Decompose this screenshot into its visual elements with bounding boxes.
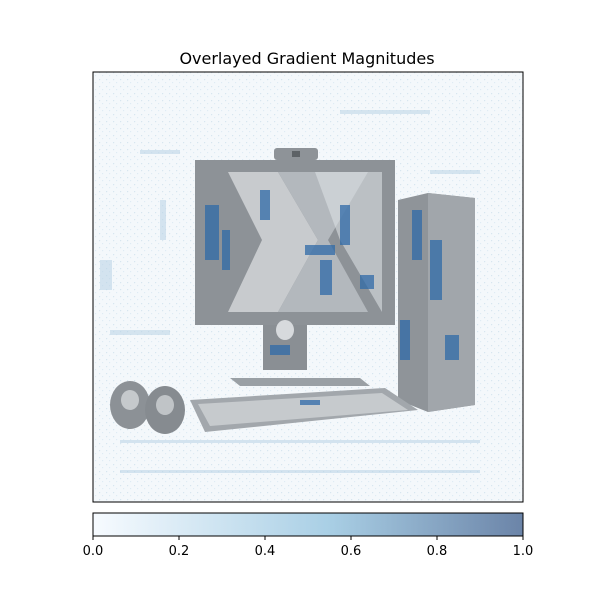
colorbar-tick-label: 0.0: [83, 544, 104, 559]
tower-shape: [398, 193, 475, 412]
colorbar: 0.0 0.2 0.4 0.6 0.8 1.0: [83, 512, 534, 559]
colorbar-tick-label: 1.0: [513, 544, 534, 559]
colorbar-tick-label: 0.4: [255, 544, 276, 559]
keyboard-shape: [190, 388, 418, 432]
gradient-overlay: [205, 190, 459, 405]
colorbar-gradient: [93, 513, 523, 536]
colorbar-ticks: 0.0 0.2 0.4 0.6 0.8 1.0: [83, 536, 534, 559]
colorbar-tick-label: 0.6: [341, 544, 362, 559]
colorbar-tick-label: 0.8: [427, 544, 448, 559]
colorbar-tick-label: 0.2: [169, 544, 190, 559]
heatmap-image: [92, 71, 524, 503]
speakers-shape: [110, 381, 185, 434]
background-speckle: [100, 110, 480, 473]
image-axes-frame: [92, 71, 524, 503]
chart-title: Overlayed Gradient Magnitudes: [179, 49, 434, 68]
colorbar-frame: [92, 512, 524, 537]
